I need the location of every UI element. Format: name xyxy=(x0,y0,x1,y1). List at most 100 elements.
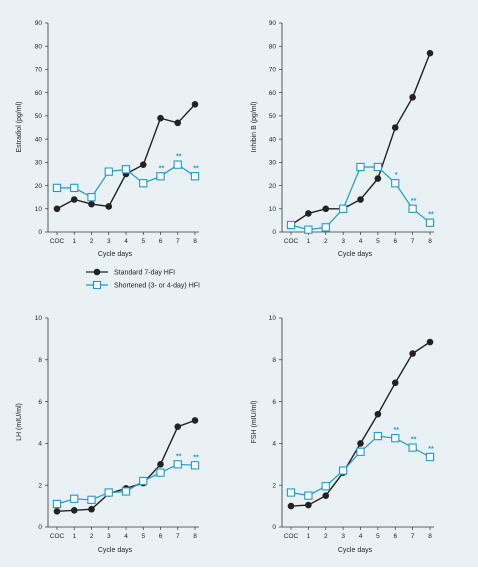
legend-shortened-marker xyxy=(92,280,102,290)
data-point-standard xyxy=(105,203,113,210)
data-point-standard xyxy=(391,124,399,131)
x-tick-label: 4 xyxy=(359,238,363,245)
data-point-shortened xyxy=(408,204,417,213)
data-point-shortened xyxy=(87,193,96,202)
y-tick-label: 4 xyxy=(38,441,42,448)
y-axis-title: LH (mIU/ml) xyxy=(16,403,23,441)
y-tick-label: 0 xyxy=(272,524,276,531)
data-point-shortened xyxy=(425,452,435,462)
data-point-shortened xyxy=(156,172,165,181)
x-tick-label: 3 xyxy=(107,533,111,540)
x-tick-label: 4 xyxy=(124,238,128,245)
y-tick-label: 10 xyxy=(35,206,43,213)
data-point-standard xyxy=(191,100,199,108)
x-tick-label: 7 xyxy=(411,238,415,245)
data-point-shortened xyxy=(321,482,330,491)
y-tick-label: 4 xyxy=(272,441,276,448)
data-point-standard xyxy=(409,350,416,357)
x-tick-label: 2 xyxy=(324,238,328,245)
x-tick-label: COC xyxy=(284,533,299,540)
data-point-standard xyxy=(139,161,147,168)
data-point-standard xyxy=(305,501,312,509)
data-point-standard xyxy=(391,379,399,387)
x-tick-label: 6 xyxy=(159,533,163,540)
data-point-shortened xyxy=(173,460,182,469)
data-point-shortened xyxy=(156,468,165,477)
chart-fsh: 0 2 4 6 8 10 COC 1 2 3 4 5 6 7 8 Cycle days FSH (mIU/ml)… xyxy=(251,315,435,554)
y-tick-label: 90 xyxy=(35,20,43,27)
data-point-standard xyxy=(357,440,364,447)
x-axis-title: Cycle days xyxy=(98,251,133,258)
data-point-shortened xyxy=(121,165,131,174)
x-tick-label: COC xyxy=(50,533,65,540)
data-point-shortened xyxy=(52,499,62,509)
data-point-shortened xyxy=(87,495,96,504)
chart-estradiol: 0 10 20 30 40 50 60 70 80 90 COC 1 2 3 4 5 6 7 8 Cycle days… xyxy=(16,20,200,258)
data-point-shortened xyxy=(425,218,435,227)
data-point-shortened xyxy=(391,434,400,443)
significance-marker: ** xyxy=(193,454,199,461)
data-point-standard xyxy=(53,508,61,515)
data-point-shortened xyxy=(391,179,400,188)
data-point-shortened xyxy=(104,167,113,176)
x-axis-title: Cycle days xyxy=(98,547,133,554)
data-point-shortened xyxy=(104,488,113,497)
x-tick-label: COC xyxy=(50,238,65,245)
x-tick-label: COC xyxy=(284,238,299,245)
data-point-shortened xyxy=(70,183,79,193)
x-tick-label: 1 xyxy=(72,533,76,540)
data-point-shortened xyxy=(304,491,313,500)
x-tick-label: 6 xyxy=(393,533,397,540)
x-tick-label: 2 xyxy=(90,238,94,245)
x-tick-label: 8 xyxy=(193,533,197,540)
y-tick-label: 0 xyxy=(38,229,42,236)
data-point-shortened xyxy=(173,160,182,169)
y-tick-label: 30 xyxy=(35,160,43,167)
data-point-shortened xyxy=(408,443,417,452)
y-tick-label: 70 xyxy=(35,67,43,74)
data-point-shortened xyxy=(190,461,200,470)
x-axis-title: Cycle days xyxy=(338,251,373,258)
y-tick-label: 2 xyxy=(38,482,42,489)
x-tick-label: 5 xyxy=(141,238,145,245)
significance-marker: ** xyxy=(428,212,434,219)
x-tick-label: 5 xyxy=(141,533,145,540)
y-axis-title: Estradiol (pg/ml) xyxy=(16,102,23,153)
x-tick-label: 8 xyxy=(193,238,197,245)
data-point-shortened xyxy=(373,431,383,441)
data-point-shortened xyxy=(338,204,348,213)
y-tick-label: 20 xyxy=(269,183,277,190)
y-tick-label: 10 xyxy=(269,315,277,322)
data-point-standard xyxy=(157,461,164,468)
y-tick-label: 6 xyxy=(38,399,42,406)
chart-inhibin-b: 0 10 20 30 40 50 60 70 80 90 COC 1 2 3 4 5 6 7 8 Cycle days… xyxy=(251,20,435,258)
legend: Standard 7-day HFI Shortened (3- or 4-da… xyxy=(86,268,200,290)
data-point-shortened xyxy=(286,488,296,497)
y-tick-label: 10 xyxy=(35,315,43,322)
y-tick-label: 8 xyxy=(38,357,42,364)
x-tick-label: 2 xyxy=(90,533,94,540)
x-tick-label: 7 xyxy=(411,533,415,540)
data-point-standard xyxy=(191,417,199,424)
chart-lh: 0 2 4 6 8 10 COC 1 2 3 4 5 6 7 8 Cycle days LH (mIU/ml) *… xyxy=(16,315,200,554)
x-axis-title: Cycle days xyxy=(338,547,373,554)
data-point-standard xyxy=(426,338,434,346)
data-point-standard xyxy=(374,175,382,182)
y-tick-label: 0 xyxy=(38,524,42,531)
legend-standard-label: Standard 7-day HFI xyxy=(114,270,175,277)
significance-marker: ** xyxy=(176,453,182,460)
x-tick-label: 4 xyxy=(359,533,363,540)
y-tick-label: 60 xyxy=(269,90,277,97)
data-point-standard xyxy=(53,205,61,213)
x-tick-label: 3 xyxy=(107,238,111,245)
data-point-shortened xyxy=(373,162,383,172)
significance-marker: ** xyxy=(411,198,417,205)
data-point-standard xyxy=(174,119,182,127)
y-tick-label: 2 xyxy=(272,482,276,489)
data-point-shortened xyxy=(121,487,131,496)
y-tick-label: 80 xyxy=(269,43,277,50)
data-point-shortened xyxy=(356,447,365,456)
x-tick-label: 3 xyxy=(341,533,345,540)
data-point-standard xyxy=(409,94,416,101)
